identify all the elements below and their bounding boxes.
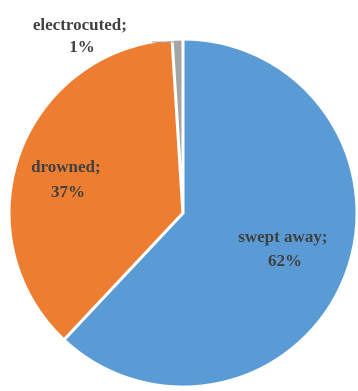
label-swept-away-sep: ; xyxy=(322,227,328,246)
label-electrocuted-name: electrocuted xyxy=(33,15,122,34)
label-swept-away-value: 62% xyxy=(268,251,302,270)
pie-slice-drowned xyxy=(7,37,185,342)
label-electrocuted: electrocuted; 1% xyxy=(33,15,131,56)
pie-slice-electrocuted xyxy=(170,37,185,215)
label-swept-away: swept away; 62% xyxy=(238,227,332,270)
pie-labels: swept away; 62% drowned; 37% electrocute… xyxy=(31,15,332,270)
label-swept-away-name: swept away xyxy=(238,227,322,246)
label-drowned-value: 37% xyxy=(51,182,85,201)
label-drowned-sep: ; xyxy=(95,157,101,176)
label-drowned: drowned; 37% xyxy=(31,157,105,201)
label-electrocuted-sep: ; xyxy=(121,15,127,34)
pie-slice-swept-away xyxy=(62,37,358,389)
label-drowned-name: drowned xyxy=(31,157,95,176)
label-electrocuted-value: 1% xyxy=(69,37,95,56)
pie-slices xyxy=(7,37,358,389)
